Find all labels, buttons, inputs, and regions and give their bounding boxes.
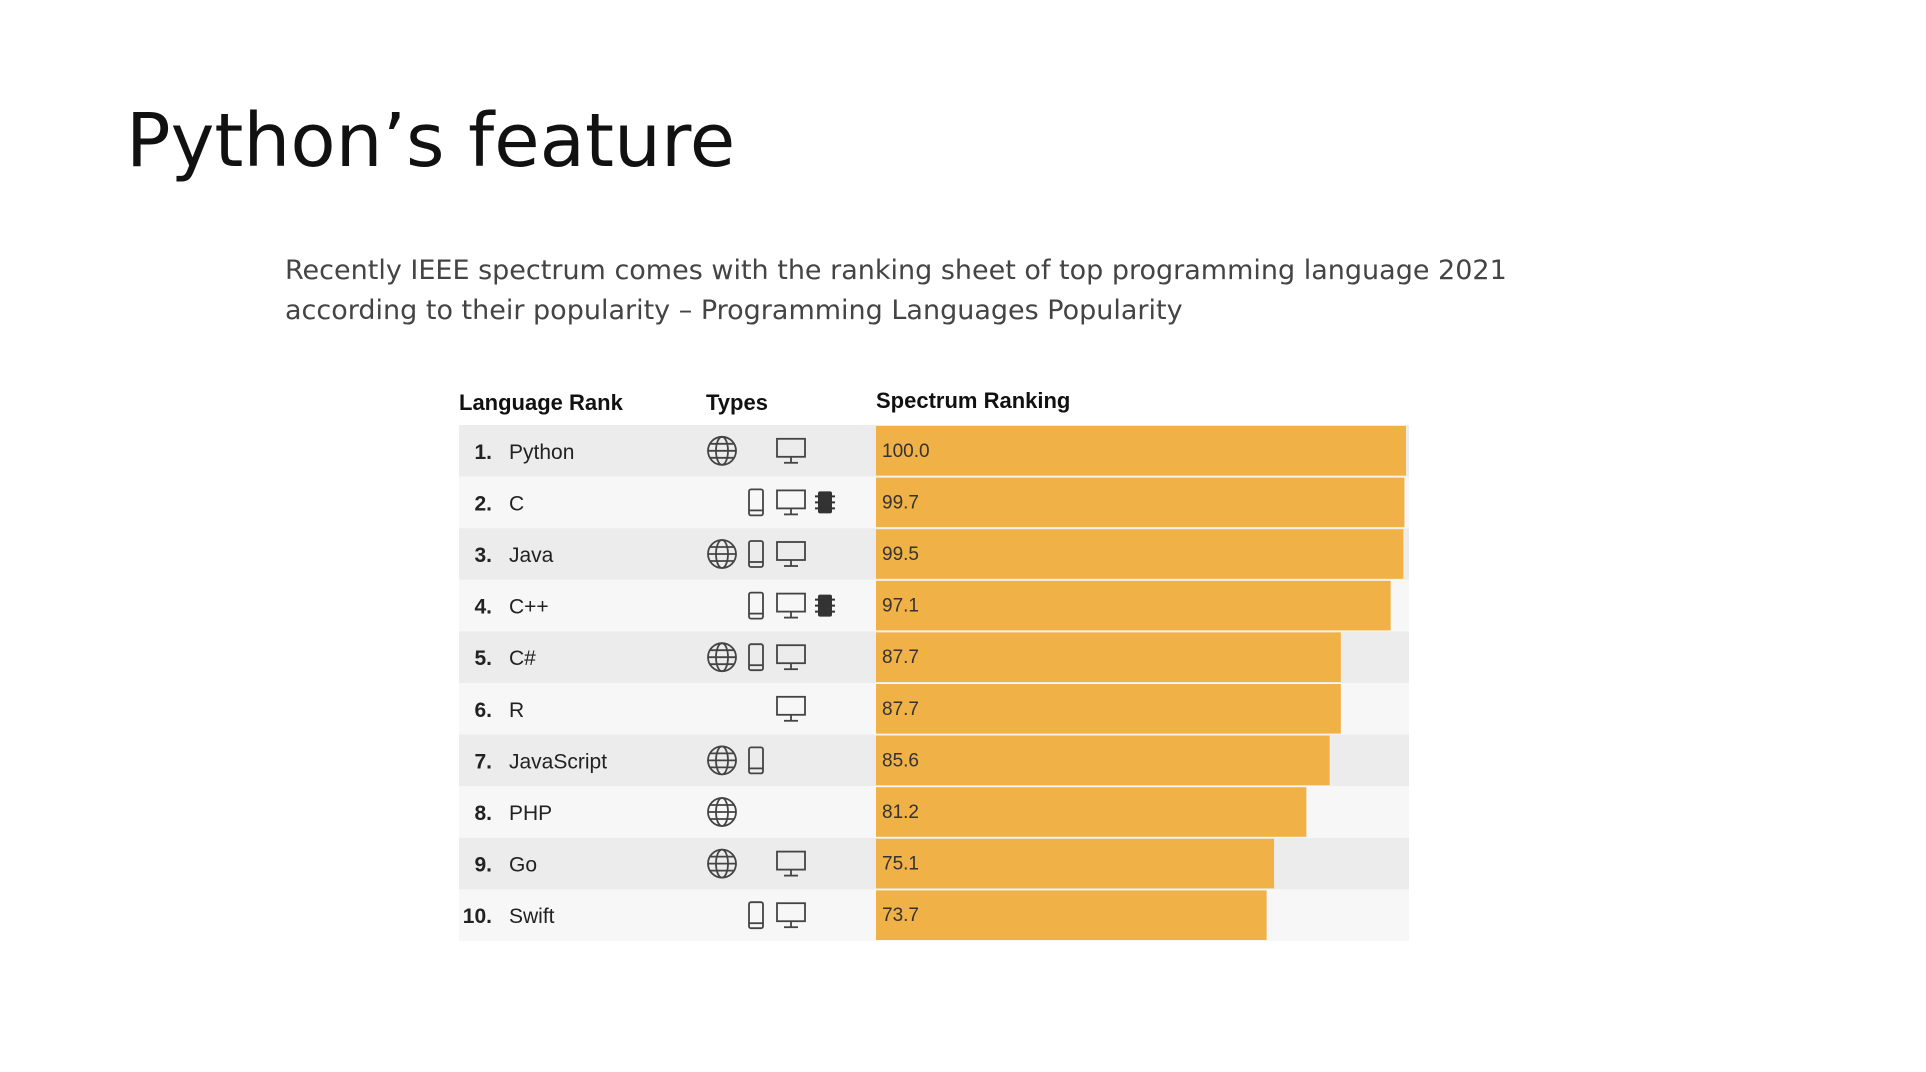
language-name: Java [509,544,554,567]
value-label: 75.1 [882,854,919,875]
rank: 10. [463,905,492,928]
mobile-icon [748,540,764,568]
rank: 6. [474,699,492,722]
language-name: R [509,699,524,722]
language-name: Python [509,441,574,464]
mobile-icon [748,591,764,620]
bar [876,787,1307,837]
bar [876,890,1267,940]
bar [876,684,1341,734]
value-label: 100.0 [882,441,930,462]
bar [876,426,1406,476]
language-name: Swift [509,905,555,928]
rank: 8. [474,802,492,825]
mobile-icon [748,901,764,930]
value-label: 87.7 [882,647,919,668]
bar [876,735,1330,786]
rank: 4. [474,596,492,619]
value-label: 97.1 [882,596,919,617]
mobile-icon [748,746,764,775]
column-header: Language Rank [459,390,624,415]
value-label: 85.6 [882,750,919,771]
slide-text: according to their popularity – Programm… [285,295,1183,326]
value-label: 87.7 [882,699,919,720]
language-name: C++ [509,596,549,619]
rank: 1. [474,441,492,464]
language-name: PHP [509,802,552,825]
mobile-icon [748,488,764,517]
rank: 3. [474,544,492,567]
value-label: 81.2 [882,802,919,823]
column-header: Spectrum Ranking [876,388,1070,413]
value-label: 73.7 [882,905,919,926]
language-name: JavaScript [509,750,607,773]
language-name: C# [509,647,536,670]
bar [876,632,1341,682]
column-header: Types [706,390,768,415]
slide-title: Python’s feature [126,98,735,184]
language-name: Go [509,854,537,877]
bar [876,838,1275,889]
rank: 9. [474,854,492,877]
table-body: 1. Python 100.0 2. C 99.7 3. Java 99.5 4. C++ 97.1 5… [459,425,1409,941]
bar [876,529,1404,579]
rank: 5. [474,647,492,670]
bar [876,580,1391,631]
bar [876,477,1405,528]
rank: 2. [474,492,492,515]
mobile-icon [748,643,764,672]
value-label: 99.5 [882,544,919,565]
language-name: C [509,492,524,515]
rank: 7. [474,750,492,773]
slide-text: Recently IEEE spectrum comes with the ra… [285,255,1507,286]
value-label: 99.7 [882,492,919,513]
